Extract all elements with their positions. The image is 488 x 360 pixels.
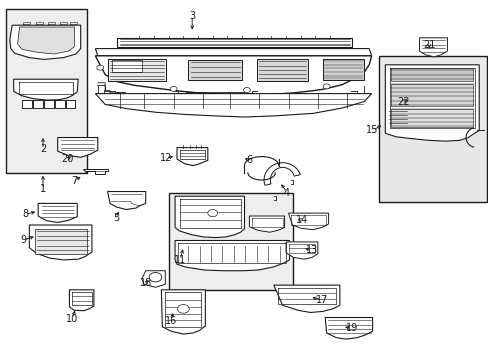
Polygon shape xyxy=(285,242,317,259)
Polygon shape xyxy=(390,109,472,127)
Polygon shape xyxy=(10,25,81,59)
Polygon shape xyxy=(33,100,43,108)
Circle shape xyxy=(149,273,162,282)
Text: 8: 8 xyxy=(22,209,28,219)
Text: 4: 4 xyxy=(284,188,289,198)
Polygon shape xyxy=(69,290,94,311)
Polygon shape xyxy=(107,192,145,210)
Polygon shape xyxy=(249,216,284,232)
Polygon shape xyxy=(14,79,78,100)
Circle shape xyxy=(177,305,189,313)
Text: 9: 9 xyxy=(20,235,26,245)
Text: 22: 22 xyxy=(396,96,409,107)
Polygon shape xyxy=(22,100,32,108)
Polygon shape xyxy=(142,271,165,287)
Polygon shape xyxy=(385,65,478,141)
Text: 19: 19 xyxy=(345,323,358,333)
Polygon shape xyxy=(95,49,371,56)
Polygon shape xyxy=(95,56,371,95)
Text: 20: 20 xyxy=(61,154,74,164)
Polygon shape xyxy=(288,213,328,230)
Polygon shape xyxy=(177,148,207,166)
Polygon shape xyxy=(322,59,364,80)
Polygon shape xyxy=(419,38,447,57)
Text: 10: 10 xyxy=(66,314,79,324)
Text: 12: 12 xyxy=(160,153,172,163)
Polygon shape xyxy=(161,290,205,334)
Polygon shape xyxy=(264,163,300,185)
Text: 5: 5 xyxy=(113,213,119,223)
Polygon shape xyxy=(35,229,87,254)
Polygon shape xyxy=(175,196,244,238)
Circle shape xyxy=(170,86,177,91)
Polygon shape xyxy=(390,68,472,81)
Circle shape xyxy=(207,210,217,217)
Polygon shape xyxy=(107,59,166,81)
Polygon shape xyxy=(256,59,307,81)
Polygon shape xyxy=(58,138,98,157)
Polygon shape xyxy=(95,94,371,117)
Text: 17: 17 xyxy=(315,294,327,305)
Polygon shape xyxy=(117,38,351,47)
Text: 6: 6 xyxy=(246,155,252,165)
Bar xyxy=(168,193,293,290)
Text: 13: 13 xyxy=(305,245,318,255)
Polygon shape xyxy=(83,169,107,174)
Polygon shape xyxy=(29,225,92,260)
Polygon shape xyxy=(325,318,372,339)
Polygon shape xyxy=(273,285,339,312)
Polygon shape xyxy=(44,100,54,108)
Text: 21: 21 xyxy=(422,40,435,50)
Polygon shape xyxy=(386,108,409,127)
Polygon shape xyxy=(38,203,77,222)
Text: 1: 1 xyxy=(40,184,46,194)
Polygon shape xyxy=(175,240,289,271)
Circle shape xyxy=(97,65,103,70)
Text: 7: 7 xyxy=(71,176,77,186)
Polygon shape xyxy=(112,60,142,72)
Text: 15: 15 xyxy=(366,125,378,135)
Circle shape xyxy=(243,87,250,93)
Polygon shape xyxy=(55,100,64,108)
Text: 11: 11 xyxy=(173,255,186,265)
Text: 3: 3 xyxy=(189,11,195,21)
Bar xyxy=(378,56,486,202)
Polygon shape xyxy=(390,84,472,106)
Text: 16: 16 xyxy=(164,316,177,326)
Polygon shape xyxy=(188,60,242,80)
Bar xyxy=(6,9,87,173)
Polygon shape xyxy=(18,27,74,54)
Text: 14: 14 xyxy=(295,215,308,225)
Text: 18: 18 xyxy=(139,278,152,288)
Polygon shape xyxy=(65,100,75,108)
Text: 2: 2 xyxy=(40,144,46,154)
Circle shape xyxy=(323,84,329,89)
